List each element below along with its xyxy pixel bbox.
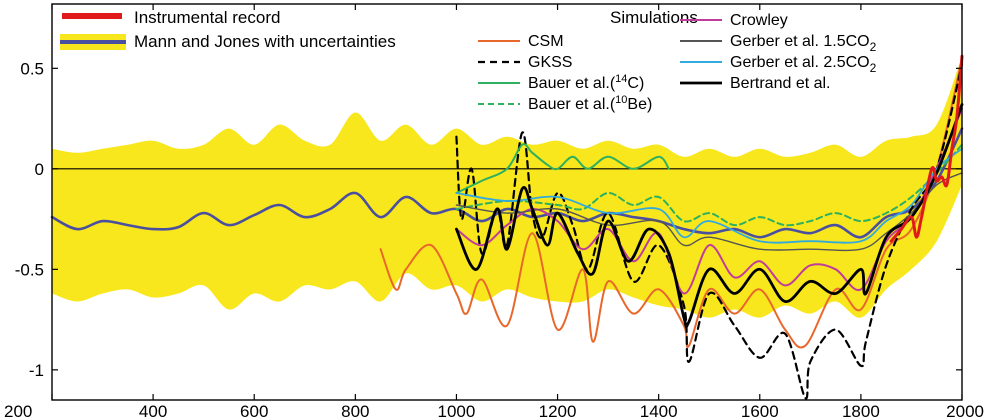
legend-swatch-mann-line	[60, 40, 126, 44]
legend-label-text: CSM	[528, 33, 564, 50]
legend-label-sim_col2-3: Bertrand et al.	[730, 75, 831, 92]
series-line-6	[455, 172, 963, 252]
series-layer	[50, 54, 964, 400]
legend-layer: Instrumental record Mann and Jones with u…	[60, 8, 877, 113]
series-line-9	[889, 54, 964, 243]
series-line-4	[455, 143, 963, 227]
uncertainty-band-layer	[52, 56, 962, 318]
series-line-3	[455, 143, 670, 194]
legend-label-text: Bertrand et al.	[730, 75, 831, 92]
x-tick-label: 1400	[640, 402, 678, 420]
legend-label-subscript: 2	[870, 40, 877, 54]
legend-label-superscript: 14	[615, 73, 627, 85]
series-line-7	[455, 147, 963, 244]
legend-label-superscript: 10	[615, 94, 627, 106]
x-tick-label: 1200	[539, 402, 577, 420]
legend-label-text: Gerber et al. 2.5CO	[730, 54, 870, 71]
legend-label-sim_col1-2: Bauer et al.(14C)	[528, 73, 644, 92]
legend-label-text-after: C)	[627, 75, 644, 92]
legend-label-subscript: 2	[870, 61, 877, 75]
x-tick-label: 1600	[741, 402, 779, 420]
legend-label-sim_col1-3: Bauer et al.(10Be)	[528, 94, 652, 113]
y-tick-label: 0.5	[20, 59, 44, 78]
legend-label-text: Bauer et al.(	[528, 75, 616, 92]
x-tick-label: 600	[240, 402, 268, 420]
y-tick-label: 0	[35, 160, 44, 179]
series-line-8	[455, 103, 964, 329]
uncertainty-band	[52, 56, 962, 318]
legend-label-sim_col2-0: Crowley	[730, 12, 788, 29]
series-line-0	[50, 127, 964, 239]
legend-simulations-title: Simulations	[610, 8, 698, 27]
legend-label-sim_col2-1: Gerber et al. 1.5CO2	[730, 33, 877, 54]
legend-label-text: GKSS	[528, 54, 572, 71]
legend-label-instrumental: Instrumental record	[134, 8, 280, 27]
legend-label-sim_col2-2: Gerber et al. 2.5CO2	[730, 54, 877, 75]
legend-swatch-instrumental	[62, 13, 122, 19]
legend-label-sim_col1-1: GKSS	[528, 54, 572, 71]
legend-label-mann-jones: Mann and Jones with uncertainties	[134, 32, 396, 51]
legend-label-text: Crowley	[730, 12, 788, 29]
y-tick-label: -0.5	[15, 260, 44, 279]
x-tick-label: 2000	[946, 402, 984, 420]
x-tick-label: 1800	[842, 402, 880, 420]
y-tick-label: -1	[29, 361, 44, 380]
x-tick-label: 800	[341, 402, 369, 420]
legend-label-text-after: Be)	[627, 96, 652, 113]
legend-label-text: Bauer et al.(	[528, 96, 616, 113]
legend-label-text: Gerber et al. 1.5CO	[730, 33, 870, 50]
series-line-1	[379, 57, 963, 349]
x-tick-label: 1000	[438, 402, 476, 420]
x-tick-label: 400	[139, 402, 167, 420]
x-tick-label: 200	[4, 402, 32, 420]
legend-label-sim_col1-0: CSM	[528, 33, 564, 50]
plot-frame	[51, 3, 963, 401]
axes-layer: 200 400 600 800 1000 1200 1400 1600 1800 2000 0.5 0…	[4, 3, 984, 420]
